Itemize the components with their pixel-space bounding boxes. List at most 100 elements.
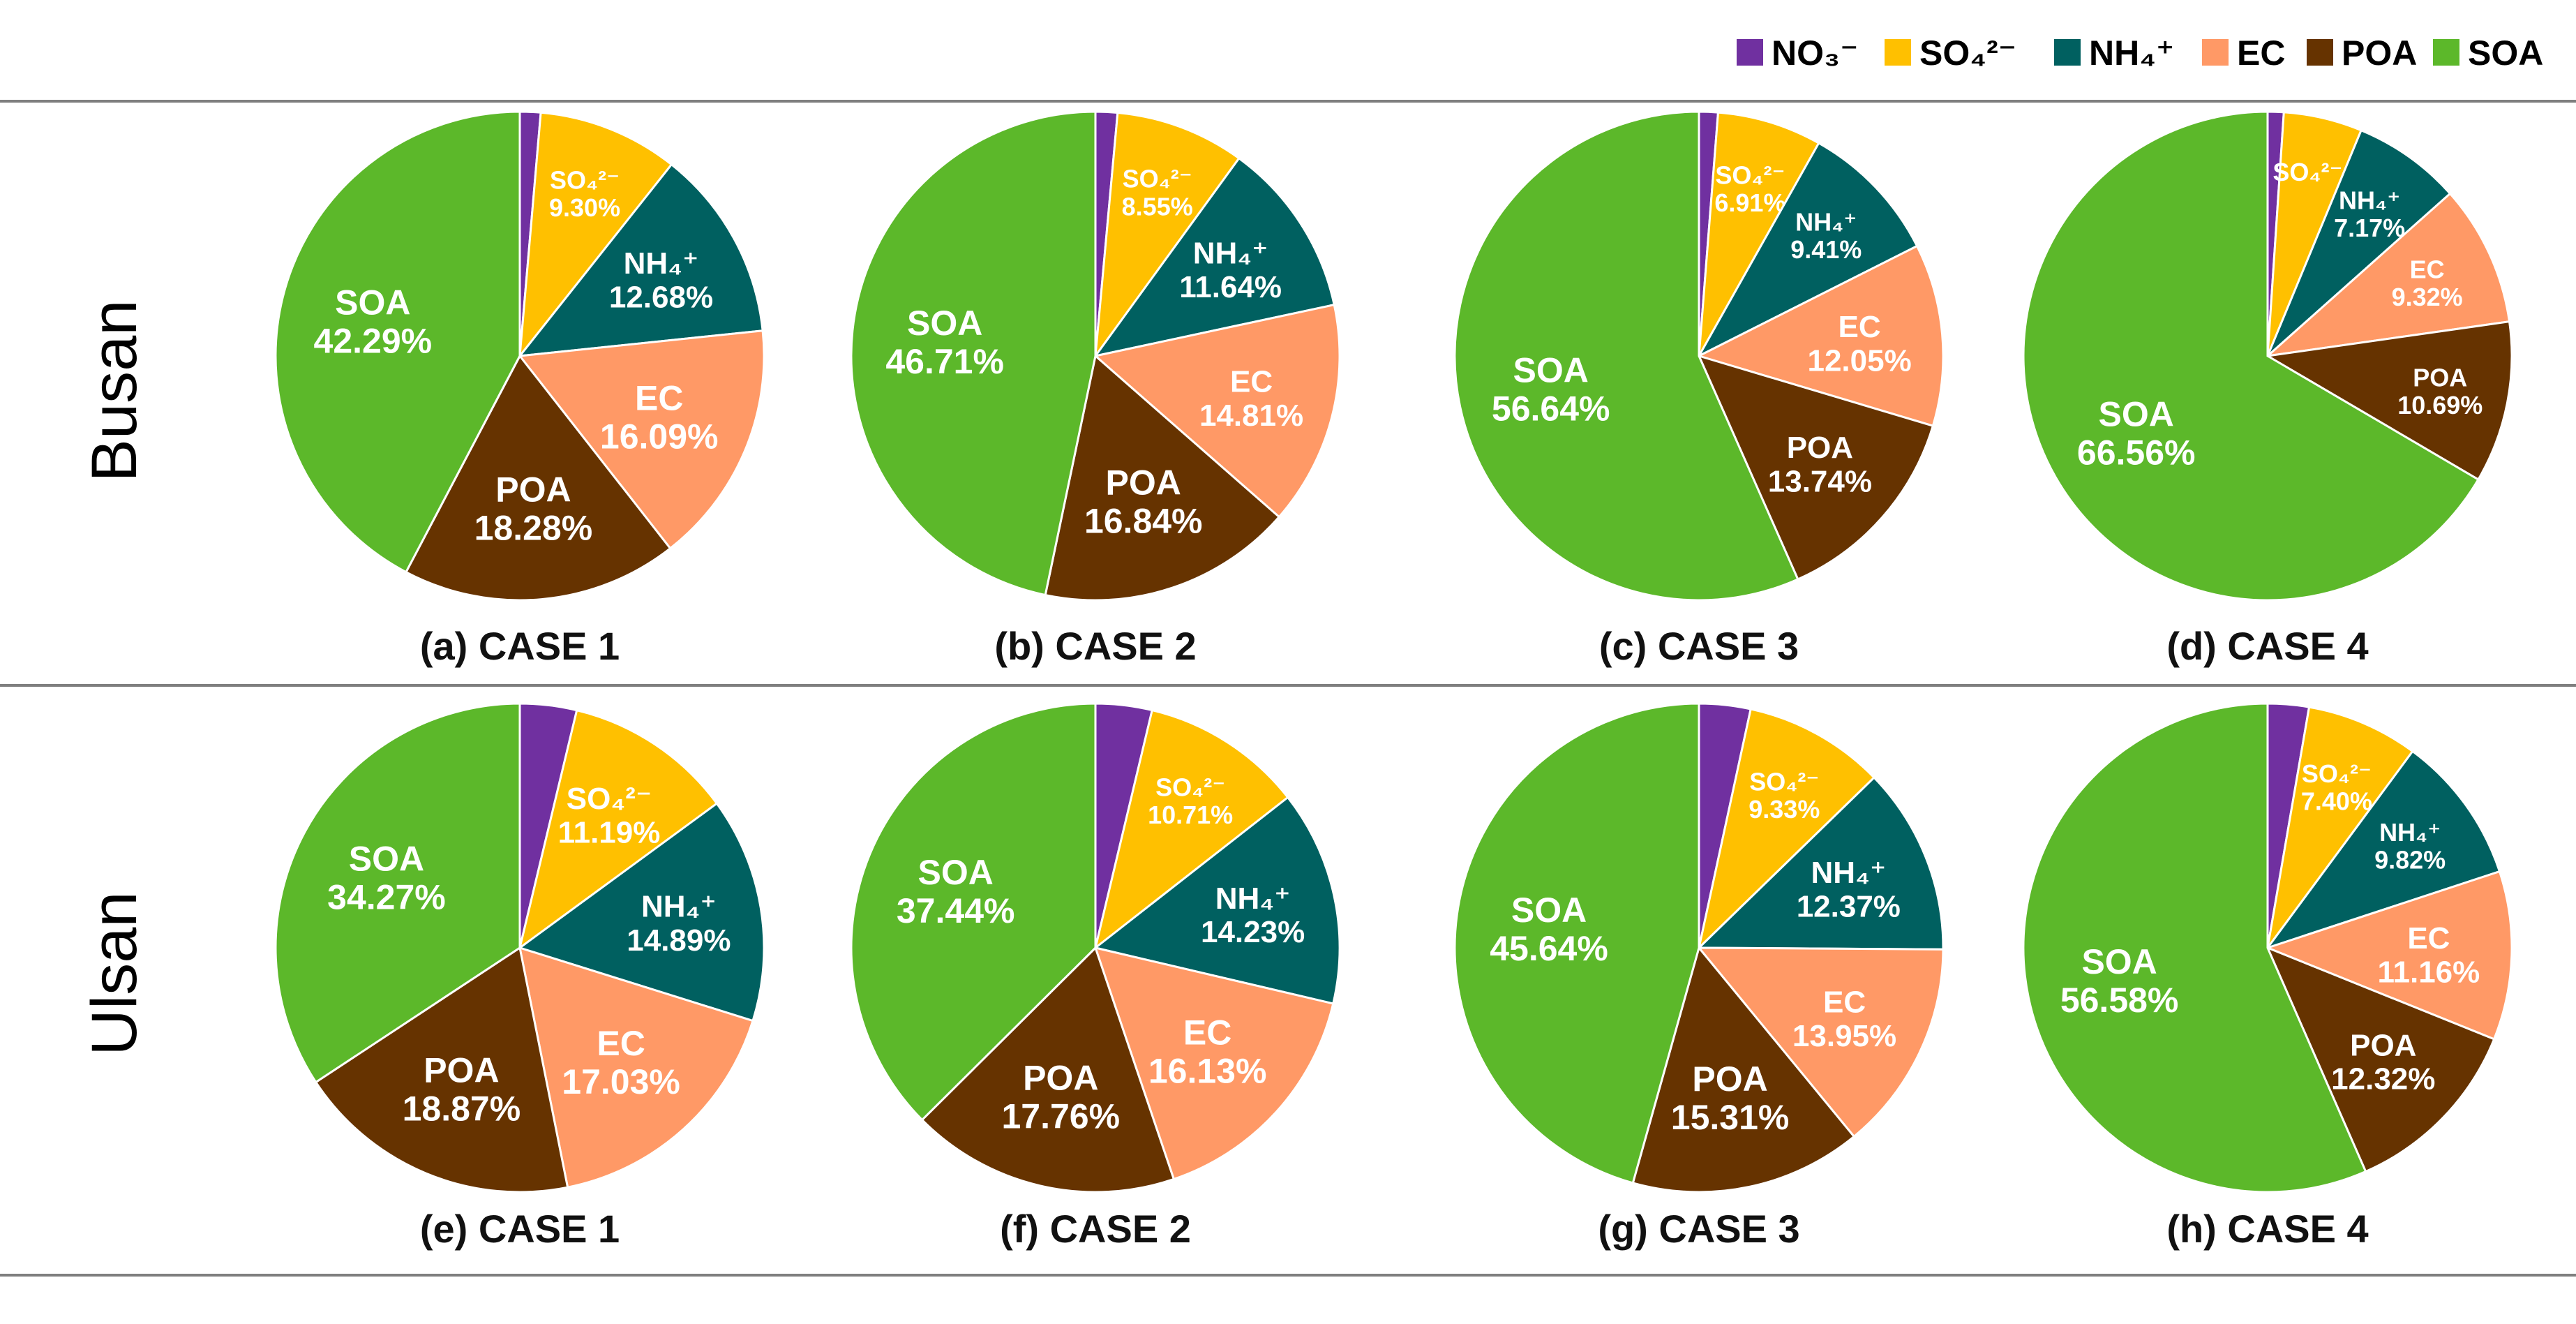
pie-caption: (f) CASE 2 xyxy=(1000,1207,1191,1251)
legend-label: SO₄²⁻ xyxy=(1919,34,2016,73)
slice-label-so42: SO₄²⁻ xyxy=(1749,767,1819,796)
slice-label-so42: SO₄²⁻ xyxy=(2302,759,2372,788)
pie-caption: (b) CASE 2 xyxy=(994,624,1196,668)
legend-swatch xyxy=(2433,39,2459,66)
slice-label-soa: SOA xyxy=(349,840,424,879)
pie-caption: (g) CASE 3 xyxy=(1598,1207,1799,1251)
slice-percent-poa: 18.87% xyxy=(403,1089,521,1129)
legend-entry-so42: SO₄²⁻ xyxy=(1885,34,2016,73)
legend-entry-soa: SOA xyxy=(2433,34,2543,73)
row-label-busan: Busan xyxy=(79,300,150,482)
pie-slice-soa xyxy=(850,702,1097,1122)
slice-label-so42: SO₄²⁻ xyxy=(2272,158,2342,186)
slice-label-soa: SOA xyxy=(907,304,982,343)
pie-slice-soa xyxy=(274,702,521,1084)
slice-label-poa: POA xyxy=(1787,431,1853,465)
slice-percent-nh4: 12.37% xyxy=(1797,890,1901,924)
slice-label-nh4: NH₄⁺ xyxy=(1811,856,1886,890)
slice-label-ec: EC xyxy=(1839,310,1881,344)
legend-swatch xyxy=(1885,39,1911,66)
slice-percent-so42: 9.33% xyxy=(1748,795,1820,824)
slice-label-soa: SOA xyxy=(1513,350,1589,389)
slice-percent-soa: 56.64% xyxy=(1492,389,1610,428)
slice-label-poa: POA xyxy=(2413,363,2467,392)
slice-percent-nh4: 9.82% xyxy=(2374,845,2446,874)
slice-label-so42: SO₄²⁻ xyxy=(1715,161,1785,190)
slice-label-poa: POA xyxy=(1692,1059,1767,1099)
pie-slice-poa xyxy=(1631,945,1856,1193)
slice-percent-soa: 45.64% xyxy=(1490,929,1608,968)
pie-slice-so42 xyxy=(1697,708,1876,951)
slice-percent-poa: 13.74% xyxy=(1768,464,1872,498)
slice-label-nh4: NH₄⁺ xyxy=(641,890,717,924)
slice-label-soa: SOA xyxy=(1511,891,1587,930)
pie-slice-poa xyxy=(2266,946,2496,1173)
slice-percent-so42: 11.19% xyxy=(558,815,661,849)
slice-percent-ec: 9.32% xyxy=(2392,283,2463,311)
slice-label-poa: POA xyxy=(1023,1059,1098,1098)
slice-percent-ec: 17.03% xyxy=(562,1062,680,1101)
legend-swatch xyxy=(1737,39,1763,66)
slice-label-soa: SOA xyxy=(918,853,993,892)
legend-label: POA xyxy=(2342,34,2417,73)
slice-label-nh4: NH₄⁺ xyxy=(1193,236,1268,270)
slice-label-nh4: NH₄⁺ xyxy=(1795,208,1857,237)
pie-slice-poa xyxy=(2264,320,2513,482)
pie-slice-soa xyxy=(1453,110,1799,602)
pie-slice-nh4 xyxy=(517,163,764,357)
row-labels: Busan Ulsan xyxy=(79,300,150,1056)
pie-slice-ec xyxy=(518,329,765,550)
slice-percent-nh4: 14.23% xyxy=(1201,915,1305,949)
slice-percent-ec: 12.05% xyxy=(1807,343,1911,378)
slice-percent-so42: 9.30% xyxy=(549,193,620,222)
legend-entry-ec: EC xyxy=(2202,34,2285,73)
pie-slice-ec xyxy=(518,946,754,1189)
pie-slice-soa xyxy=(850,110,1097,597)
slice-label-nh4: NH₄⁺ xyxy=(2379,818,2441,847)
legend-swatch xyxy=(2202,39,2229,66)
pies: SO₄²⁻9.30%NH₄⁺12.68%EC16.09%POA18.28%SOA… xyxy=(274,110,2513,1251)
pie-caption: (h) CASE 4 xyxy=(2166,1207,2368,1251)
legend-swatch xyxy=(2054,39,2081,66)
slice-label-poa: POA xyxy=(424,1051,499,1090)
slice-label-poa: POA xyxy=(495,470,571,509)
pie-slice-poa xyxy=(404,354,672,602)
legend-label: EC xyxy=(2237,34,2285,73)
pie-slice-soa xyxy=(2022,110,2480,602)
divider-lines xyxy=(0,100,2576,1277)
slice-percent-soa: 56.58% xyxy=(2060,981,2179,1020)
slice-percent-poa: 10.69% xyxy=(2397,391,2483,419)
pie-slice-poa xyxy=(1697,354,1935,581)
legend-entry-nh4: NH₄⁺ xyxy=(2054,34,2174,73)
slice-label-so42: SO₄²⁻ xyxy=(567,782,652,816)
pie-caption: (a) CASE 1 xyxy=(420,624,620,668)
pie-slice-soa xyxy=(2022,702,2367,1193)
slice-label-soa: SOA xyxy=(335,283,410,322)
slice-label-poa: POA xyxy=(1106,463,1181,502)
slice-label-so42: SO₄²⁻ xyxy=(1155,773,1225,802)
slice-percent-poa: 12.32% xyxy=(2331,1062,2435,1096)
pie-slice-ec xyxy=(2264,870,2513,1041)
slice-percent-soa: 37.44% xyxy=(897,891,1015,930)
pie-slice-nh4 xyxy=(1093,156,1336,358)
pie-slice-nh4 xyxy=(1696,141,1919,359)
pie-slice-nh4 xyxy=(2266,128,2452,357)
pie-caption: (c) CASE 3 xyxy=(1599,624,1799,668)
slice-percent-so42: 6.91% xyxy=(1714,188,1785,217)
pie-slice-poa xyxy=(1044,354,1281,602)
slice-label-ec: EC xyxy=(2410,255,2445,284)
legend-label: SOA xyxy=(2468,34,2543,73)
pie-slice-so42 xyxy=(1094,111,1241,360)
pie-slice-so42 xyxy=(1698,111,1820,357)
legend-entry-poa: POA xyxy=(2307,34,2417,73)
slice-label-soa: SOA xyxy=(2081,942,2157,981)
slice-label-ec: EC xyxy=(635,378,683,417)
slice-percent-nh4: 9.41% xyxy=(1790,235,1862,264)
slice-percent-so42: 7.40% xyxy=(2301,787,2372,815)
